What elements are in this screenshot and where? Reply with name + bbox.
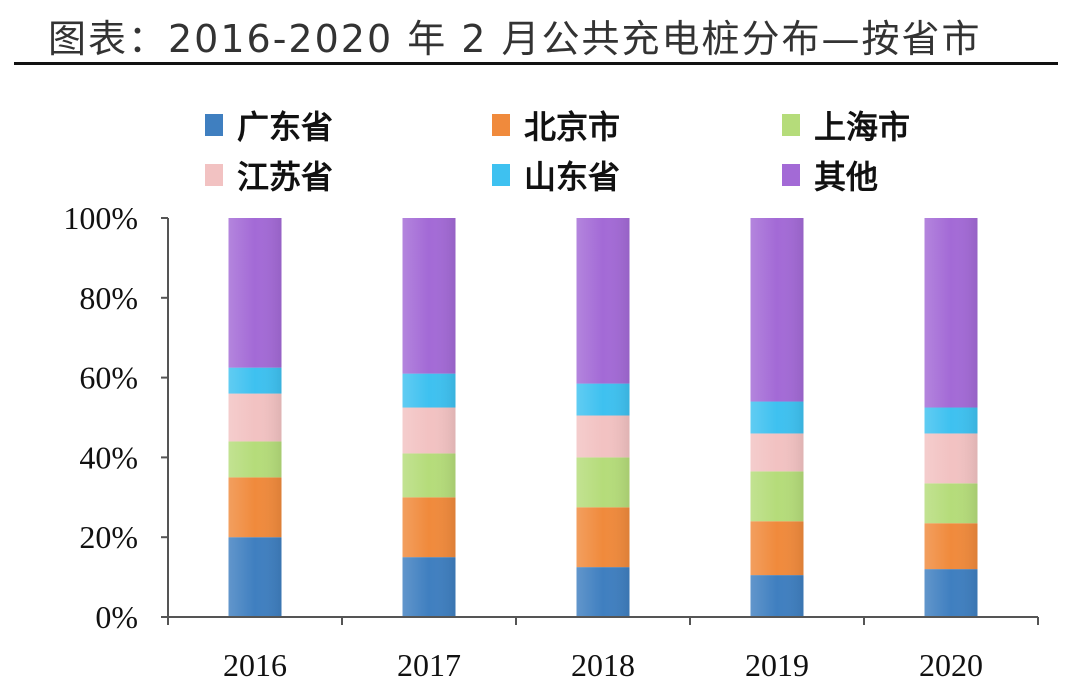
bar-shade-2019-3 xyxy=(750,433,804,472)
bar-shade-2019-1 xyxy=(750,521,804,576)
bar-shade-2020-0 xyxy=(924,569,978,617)
bar-shade-2018-1 xyxy=(576,507,630,568)
bar-shade-2020-3 xyxy=(924,433,978,484)
chart-title: 图表：2016-2020 年 2 月公共充电桩分布—按省市 xyxy=(48,17,982,61)
bar-shade-2017-2 xyxy=(402,453,456,498)
legend-swatch-5 xyxy=(782,164,800,186)
bar-shade-2017-1 xyxy=(402,497,456,558)
bar-shade-2016-0 xyxy=(228,537,282,617)
axes: 0% 20% 40% 60% 80% 100% 2016 2017 2018 2019 2020 xyxy=(63,200,1039,683)
bar-shade-2020-1 xyxy=(924,523,978,570)
legend-label-3: 江苏省 xyxy=(237,158,333,196)
bar-shade-2018-4 xyxy=(576,383,630,416)
y-tick-label: 40% xyxy=(79,439,138,475)
x-tick-label: 2016 xyxy=(223,647,287,683)
bar-shade-2020-5 xyxy=(924,218,978,408)
bar-shade-2016-3 xyxy=(228,393,282,442)
legend-swatch-3 xyxy=(205,164,223,186)
bar-shade-2019-2 xyxy=(750,471,804,522)
y-tick-label: 60% xyxy=(79,360,138,396)
bars xyxy=(228,218,978,617)
bar-shade-2017-0 xyxy=(402,557,456,617)
bar-shade-2018-2 xyxy=(576,457,630,508)
bar-shade-2016-4 xyxy=(228,367,282,394)
bar-shade-2016-1 xyxy=(228,477,282,538)
legend-label-0: 广东省 xyxy=(237,108,333,146)
bar-shade-2018-0 xyxy=(576,567,630,617)
legend-label-2: 上海市 xyxy=(814,108,910,146)
bar-shade-2019-4 xyxy=(750,401,804,434)
y-tick-label: 0% xyxy=(95,599,138,635)
bar-shade-2019-0 xyxy=(750,575,804,617)
legend-label-4: 山东省 xyxy=(524,158,620,196)
legend-swatch-2 xyxy=(782,114,800,136)
legend-swatch-0 xyxy=(205,114,223,136)
legend-swatch-4 xyxy=(492,164,510,186)
bar-shade-2016-2 xyxy=(228,441,282,478)
bar-shade-2017-3 xyxy=(402,407,456,454)
bar-shade-2018-3 xyxy=(576,415,630,458)
bar-shade-2020-2 xyxy=(924,483,978,524)
x-tick-label: 2019 xyxy=(745,647,809,683)
legend-label-5: 其他 xyxy=(814,158,878,196)
y-tick-label: 20% xyxy=(79,519,138,555)
bar-shade-2016-5 xyxy=(228,218,282,368)
legend-label-1: 北京市 xyxy=(524,108,620,146)
y-tick-label: 80% xyxy=(79,280,138,316)
x-tick-label: 2018 xyxy=(571,647,635,683)
title-underline xyxy=(14,62,1058,65)
x-tick-label: 2017 xyxy=(397,647,461,683)
bar-shade-2020-4 xyxy=(924,407,978,434)
bar-shade-2018-5 xyxy=(576,218,630,384)
x-tick-label: 2020 xyxy=(919,647,983,683)
bar-shade-2019-5 xyxy=(750,218,804,402)
bar-shade-2017-5 xyxy=(402,218,456,374)
bar-shade-2017-4 xyxy=(402,373,456,408)
legend-swatch-1 xyxy=(492,114,510,136)
y-tick-label: 100% xyxy=(63,200,138,236)
